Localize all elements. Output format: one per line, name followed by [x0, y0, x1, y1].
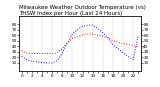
Text: Milwaukee Weather Outdoor Temperature (vs) THSW Index per Hour (Last 24 Hours): Milwaukee Weather Outdoor Temperature (v…	[19, 5, 146, 16]
